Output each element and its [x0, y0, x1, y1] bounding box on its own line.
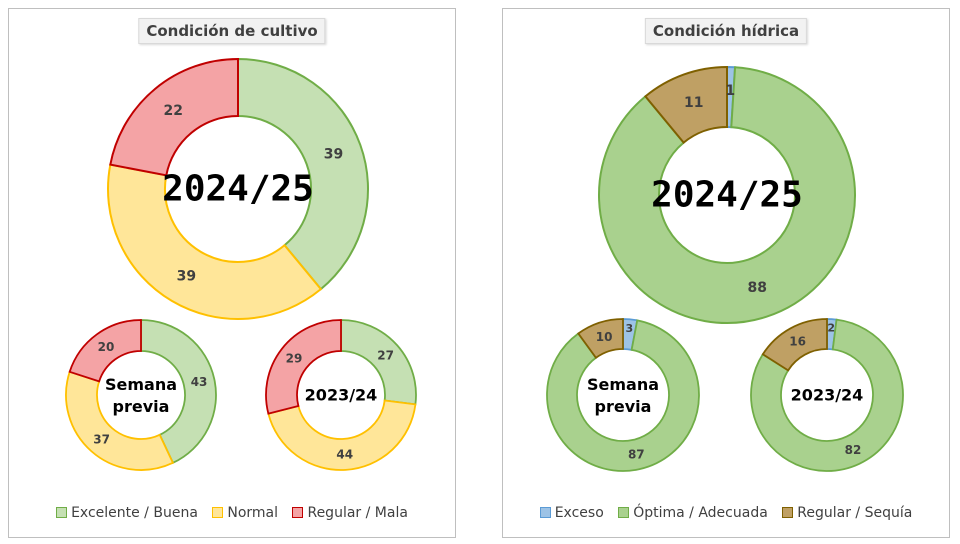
crop-condition-legend: Excelente / Buena Normal Regular / Mala — [9, 505, 455, 521]
water-previous-week-value-exceso: 3 — [625, 322, 633, 335]
water-last-year-slice-optima-adecuada — [750, 318, 904, 472]
crop-last-year-center-label: 2023/24 — [305, 386, 378, 405]
water-previous-week-slice-regular-sequia — [577, 318, 624, 360]
water-condition-panel: 1 88 11 2024/25 3 87 10 Semana previa 2 82 16 2023/2… — [502, 8, 950, 538]
water-condition-title: Condición hídrica — [644, 18, 808, 44]
legend-label-exceso: Exceso — [554, 505, 604, 521]
crop-last-year-value-normal: 44 — [336, 447, 353, 461]
crop-current-value-normal: 39 — [177, 268, 196, 284]
crop-condition-title: Condición de cultivo — [138, 18, 326, 44]
water-previous-week-value-optima-adecuada: 87 — [628, 448, 645, 462]
crop-current-value-regular-mala: 22 — [164, 103, 183, 119]
crop-previous-week-slice-regular-mala — [68, 319, 142, 383]
water-last-year-center-label: 2023/24 — [791, 386, 864, 405]
legend-swatch-exceso — [539, 507, 551, 518]
legend-label-regular-mala: Regular / Mala — [307, 505, 408, 521]
water-current-value-optima-adecuada: 88 — [748, 280, 767, 296]
water-current-slice-regular-sequia — [644, 65, 728, 145]
legend-item-exceso: Exceso — [539, 505, 604, 521]
water-current-value-regular-sequia: 11 — [684, 95, 703, 111]
water-last-year-value-optima-adecuada: 82 — [845, 443, 862, 457]
crop-current-value-excelente-buena: 39 — [324, 147, 343, 163]
crop-previous-week-center-label: Semana previa — [105, 375, 177, 416]
water-last-year-value-exceso: 2 — [827, 322, 835, 335]
legend-item-optima-adecuada: Óptima / Adecuada — [618, 505, 768, 521]
legend-swatch-regular-mala — [292, 507, 304, 518]
crop-previous-week-value-normal: 37 — [93, 433, 110, 447]
crop-last-year-slice-regular-mala — [265, 319, 342, 415]
water-previous-week-center-label: Semana previa — [587, 375, 659, 416]
crop-current-slice-regular-mala — [109, 57, 239, 177]
water-current-slice-optima-adecuada — [598, 66, 856, 324]
crop-current-slice-excelente-buena — [237, 57, 369, 291]
crop-last-year-value-excelente-buena: 27 — [377, 349, 394, 363]
crop-previous-week-value-excelente-buena: 43 — [191, 375, 208, 389]
water-last-year-value-regular-sequia: 16 — [789, 335, 806, 349]
legend-item-regular-mala: Regular / Mala — [292, 505, 408, 521]
water-current-center-label: 2024/25 — [651, 175, 803, 216]
crop-previous-week-value-regular-mala: 20 — [98, 340, 115, 354]
legend-label-optima-adecuada: Óptima / Adecuada — [633, 505, 768, 521]
legend-item-excelente-buena: Excelente / Buena — [56, 505, 198, 521]
legend-swatch-optima-adecuada — [618, 507, 630, 518]
legend-item-normal: Normal — [212, 505, 278, 521]
crop-last-year-slice-normal — [267, 399, 417, 471]
crop-previous-week-slice-excelente-buena — [140, 319, 217, 465]
crop-current-center-label: 2024/25 — [162, 169, 314, 210]
water-last-year-slice-regular-sequia — [761, 318, 828, 372]
legend-label-regular-sequia: Regular / Sequía — [797, 505, 913, 521]
legend-swatch-normal — [212, 507, 224, 518]
crop-condition-chart: 39 39 22 2024/25 43 37 20 Semana previa 27 44 29 202… — [65, 57, 417, 471]
legend-swatch-regular-sequia — [782, 507, 794, 518]
water-current-value-exceso: 1 — [725, 83, 735, 99]
legend-label-excelente-buena: Excelente / Buena — [71, 505, 198, 521]
water-condition-chart: 1 88 11 2024/25 3 87 10 Semana previa 2 82 16 2023/2… — [546, 65, 904, 472]
crop-last-year-value-regular-mala: 29 — [286, 352, 303, 366]
water-previous-week-value-regular-sequia: 10 — [596, 330, 613, 344]
crop-current-slice-normal — [107, 163, 323, 320]
crop-previous-week-slice-normal — [65, 370, 175, 471]
legend-label-normal: Normal — [227, 505, 279, 521]
water-condition-legend: Exceso Óptima / Adecuada Regular / Sequí… — [503, 505, 949, 521]
legend-swatch-excelente-buena — [56, 507, 68, 518]
legend-item-regular-sequia: Regular / Sequía — [782, 505, 912, 521]
crop-condition-panel: 39 39 22 2024/25 43 37 20 Semana previa 27 44 29 202… — [8, 8, 456, 538]
water-previous-week-slice-optima-adecuada — [546, 319, 700, 472]
